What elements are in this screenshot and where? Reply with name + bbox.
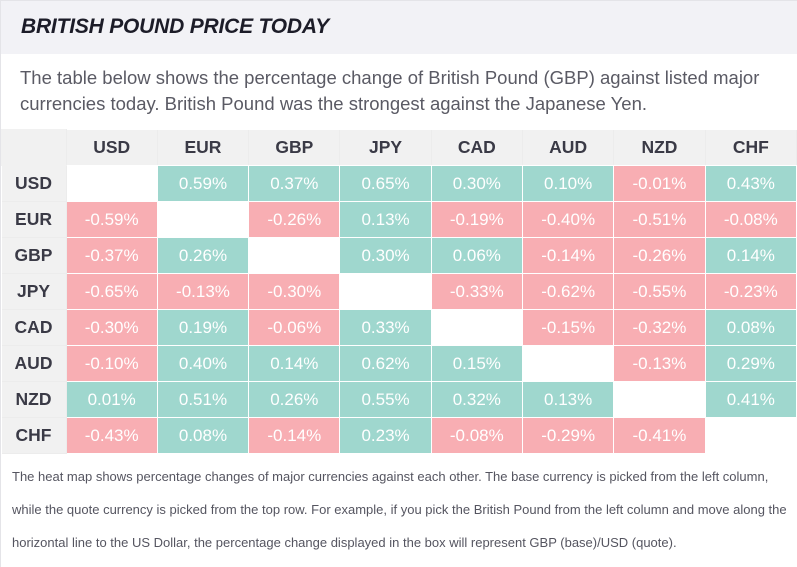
heatmap-body: USD 0.59% 0.37% 0.65% 0.30% 0.10% -0.01% 0.43% E…: [1, 165, 797, 454]
row-header-chf: CHF: [1, 417, 67, 454]
heatmap-cell-gbp-gbp: [248, 237, 341, 274]
column-header-gbp: GBP: [248, 129, 341, 166]
heatmap-cell-cad-jpy: 0.33%: [339, 309, 432, 346]
heatmap-cell-eur-gbp: -0.26%: [248, 201, 341, 238]
footnote: The heat map shows percentage changes of…: [12, 469, 787, 550]
heatmap-cell-aud-usd: -0.10%: [65, 345, 158, 382]
table-row: AUD -0.10% 0.40% 0.14% 0.62% 0.15% -0.13% 0.29%: [1, 345, 797, 382]
column-header-eur: EUR: [156, 129, 250, 166]
heatmap-cell-aud-eur: 0.40%: [156, 345, 250, 382]
column-header-aud: AUD: [521, 129, 615, 166]
intro-text: The table below shows the percentage cha…: [20, 67, 760, 114]
heatmap-cell-cad-usd: -0.30%: [65, 309, 158, 346]
heatmap-cell-chf-nzd: -0.41%: [613, 417, 706, 454]
heatmap-cell-usd-chf: 0.43%: [704, 165, 797, 202]
heatmap-cell-eur-aud: -0.40%: [521, 201, 615, 238]
heatmap-cell-eur-cad: -0.19%: [430, 201, 523, 238]
heatmap-cell-gbp-eur: 0.26%: [156, 237, 250, 274]
column-header-chf: CHF: [704, 129, 797, 166]
heatmap-cell-jpy-nzd: -0.55%: [613, 273, 706, 310]
heatmap-cell-gbp-jpy: 0.30%: [339, 237, 432, 274]
heatmap-cell-jpy-gbp: -0.30%: [248, 273, 341, 310]
table-row: NZD 0.01% 0.51% 0.26% 0.55% 0.32% 0.13% 0.41%: [1, 381, 797, 418]
heatmap-cell-chf-usd: -0.43%: [65, 417, 158, 454]
heatmap-cell-nzd-gbp: 0.26%: [248, 381, 341, 418]
heatmap-cell-nzd-nzd: [613, 381, 706, 418]
heatmap-cell-usd-eur: 0.59%: [156, 165, 250, 202]
heatmap-cell-usd-cad: 0.30%: [430, 165, 523, 202]
heatmap-cell-eur-chf: -0.08%: [704, 201, 797, 238]
heatmap-cell-cad-chf: 0.08%: [704, 309, 797, 346]
heatmap-cell-eur-nzd: -0.51%: [613, 201, 706, 238]
heatmap-cell-cad-cad: [430, 309, 523, 346]
heatmap-cell-gbp-cad: 0.06%: [430, 237, 523, 274]
heatmap-cell-cad-aud: -0.15%: [521, 309, 615, 346]
heatmap-cell-chf-jpy: 0.23%: [339, 417, 432, 454]
heatmap-cell-jpy-aud: -0.62%: [521, 273, 615, 310]
heatmap-cell-jpy-jpy: [339, 273, 432, 310]
heatmap-cell-chf-chf: [704, 417, 797, 454]
column-header-usd: USD: [65, 129, 158, 166]
column-header-jpy: JPY: [339, 129, 432, 166]
heatmap-cell-gbp-usd: -0.37%: [65, 237, 158, 274]
heatmap-table: USD EUR GBP JPY CAD AUD NZD CHF USD 0.59% 0.37% 0.…: [1, 129, 797, 454]
heatmap-cell-nzd-chf: 0.41%: [704, 381, 797, 418]
heatmap-cell-chf-aud: -0.29%: [521, 417, 615, 454]
heatmap-cell-aud-chf: 0.29%: [704, 345, 797, 382]
column-header-nzd: NZD: [613, 129, 706, 166]
row-header-gbp: GBP: [1, 237, 67, 274]
table-row: CAD -0.30% 0.19% -0.06% 0.33% -0.15% -0.32% 0.0…: [1, 309, 797, 346]
heatmap-cell-eur-jpy: 0.13%: [339, 201, 432, 238]
heatmap-cell-usd-usd: [65, 165, 158, 202]
heatmap-cell-aud-jpy: 0.62%: [339, 345, 432, 382]
table-row: EUR -0.59% -0.26% 0.13% -0.19% -0.40% -0.51% -0…: [1, 201, 797, 238]
heatmap-cell-nzd-usd: 0.01%: [65, 381, 158, 418]
row-header-jpy: JPY: [1, 273, 67, 310]
heatmap-cell-nzd-cad: 0.32%: [430, 381, 523, 418]
heatmap-cell-nzd-jpy: 0.55%: [339, 381, 432, 418]
heatmap-cell-cad-nzd: -0.32%: [613, 309, 706, 346]
heatmap-cell-gbp-aud: -0.14%: [521, 237, 615, 274]
row-header-nzd: NZD: [1, 381, 67, 418]
row-header-aud: AUD: [1, 345, 67, 382]
table-row: CHF -0.43% 0.08% -0.14% 0.23% -0.08% -0.29% -0.…: [1, 417, 797, 454]
heatmap-cell-aud-aud: [521, 345, 615, 382]
table-row: JPY -0.65% -0.13% -0.30% -0.33% -0.62% -0.55% -…: [1, 273, 797, 310]
heatmap-cell-aud-nzd: -0.13%: [613, 345, 706, 382]
heatmap-cell-cad-gbp: -0.06%: [248, 309, 341, 346]
heatmap-cell-jpy-cad: -0.33%: [430, 273, 523, 310]
title-bar: BRITISH POUND PRICE TODAY: [1, 1, 797, 54]
heatmap-cell-nzd-aud: 0.13%: [521, 381, 615, 418]
row-header-usd: USD: [1, 165, 67, 202]
heatmap-cell-usd-nzd: -0.01%: [613, 165, 706, 202]
heatmap-cell-jpy-usd: -0.65%: [65, 273, 158, 310]
heatmap-cell-eur-eur: [156, 201, 250, 238]
corner-cell: [1, 129, 67, 166]
row-header-cad: CAD: [1, 309, 67, 346]
heatmap-cell-jpy-eur: -0.13%: [156, 273, 250, 310]
heatmap-cell-cad-eur: 0.19%: [156, 309, 250, 346]
header-row: USD EUR GBP JPY CAD AUD NZD CHF: [1, 129, 797, 166]
column-header-cad: CAD: [430, 129, 523, 166]
heatmap-cell-chf-cad: -0.08%: [430, 417, 523, 454]
heatmap-cell-aud-cad: 0.15%: [430, 345, 523, 382]
heatmap-cell-nzd-eur: 0.51%: [156, 381, 250, 418]
heatmap-cell-jpy-chf: -0.23%: [704, 273, 797, 310]
heatmap-cell-chf-eur: 0.08%: [156, 417, 250, 454]
heatmap-cell-gbp-nzd: -0.26%: [613, 237, 706, 274]
table-row: USD 0.59% 0.37% 0.65% 0.30% 0.10% -0.01% 0.43%: [1, 165, 797, 202]
heatmap-cell-gbp-chf: 0.14%: [704, 237, 797, 274]
page-title: BRITISH POUND PRICE TODAY: [21, 15, 330, 38]
heatmap-cell-chf-gbp: -0.14%: [248, 417, 341, 454]
row-header-eur: EUR: [1, 201, 67, 238]
heatmap-cell-aud-gbp: 0.14%: [248, 345, 341, 382]
table-row: GBP -0.37% 0.26% 0.30% 0.06% -0.14% -0.26% 0.14…: [1, 237, 797, 274]
heatmap-cell-usd-aud: 0.10%: [521, 165, 615, 202]
heatmap-cell-eur-usd: -0.59%: [65, 201, 158, 238]
heatmap-cell-usd-jpy: 0.65%: [339, 165, 432, 202]
heatmap-cell-usd-gbp: 0.37%: [248, 165, 341, 202]
